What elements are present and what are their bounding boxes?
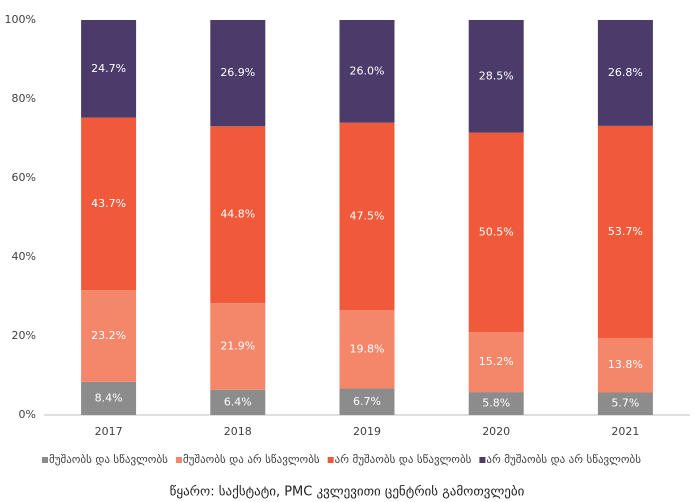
value-label: 13.8%	[608, 358, 643, 371]
value-label: 6.4%	[224, 395, 252, 408]
bar-segment	[468, 392, 524, 415]
bar-segment	[339, 20, 395, 123]
x-tick-label: 2020	[482, 425, 510, 438]
value-label: 26.8%	[608, 66, 643, 79]
legend-swatch	[42, 457, 48, 463]
bar-segment	[81, 381, 137, 415]
bar-segment	[468, 332, 524, 393]
bar-segment	[597, 337, 653, 393]
y-tick-label: 0%	[19, 408, 36, 421]
y-tick-label: 80%	[12, 92, 36, 105]
value-label: 21.9%	[220, 339, 255, 352]
legend-label: არ მუშაობს და სწავლობს	[335, 453, 472, 466]
bar-segment	[339, 388, 395, 415]
value-label: 44.8%	[220, 208, 255, 221]
value-label: 19.8%	[350, 342, 385, 355]
bar-segment	[210, 303, 266, 390]
bar-segment	[210, 389, 266, 415]
value-label: 43.7%	[91, 197, 126, 210]
bar-segment	[210, 20, 266, 127]
legend-label: არ მუშაობს და არ სწავლობს	[486, 453, 641, 466]
bar-segment	[81, 117, 137, 291]
legend-swatch	[479, 457, 486, 463]
bar-segment	[597, 125, 653, 338]
value-label: 23.2%	[91, 329, 126, 342]
legend-label: მუშაობს და არ სწავლობს	[183, 453, 320, 466]
bar-segment	[339, 122, 395, 311]
bar-segment	[597, 20, 653, 126]
y-tick-label: 60%	[12, 171, 36, 184]
value-label: 24.7%	[91, 62, 126, 75]
x-tick-label: 2017	[95, 425, 123, 438]
source-note: წყარო: საქსტატი, PMC კვლევითი ცენტრის გა…	[170, 485, 525, 500]
value-label: 50.5%	[479, 225, 514, 238]
bar-segment	[81, 290, 137, 382]
value-label: 26.9%	[220, 66, 255, 79]
x-tick-label: 2018	[224, 425, 252, 438]
x-tick-label: 2019	[353, 425, 381, 438]
value-label: 47.5%	[350, 210, 385, 223]
value-label: 53.7%	[608, 225, 643, 238]
x-tick-label: 2021	[611, 425, 639, 438]
y-tick-label: 20%	[12, 329, 36, 342]
bar-segment	[597, 392, 653, 415]
bar-segment	[468, 20, 524, 133]
legend-label: მუშაობს და სწავლობს	[49, 453, 168, 466]
bar-segment	[339, 310, 395, 389]
value-label: 26.0%	[350, 64, 385, 77]
legend-swatch	[327, 457, 334, 463]
bar-segment	[81, 20, 137, 118]
value-label: 8.4%	[95, 391, 123, 404]
legend-swatch	[175, 457, 182, 463]
value-label: 28.5%	[479, 69, 514, 82]
value-label: 15.2%	[479, 355, 514, 368]
bar-segment	[210, 126, 266, 304]
value-label: 6.7%	[353, 395, 381, 408]
bar-segment	[468, 132, 524, 333]
value-label: 5.8%	[482, 397, 510, 410]
y-tick-label: 100%	[5, 13, 36, 26]
value-label: 5.7%	[611, 397, 639, 410]
y-tick-label: 40%	[12, 250, 36, 263]
